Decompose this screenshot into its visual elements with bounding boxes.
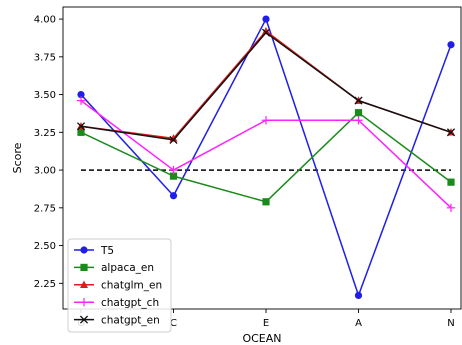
plot-area: 2.252.502.753.003.253.503.754.00OCEAN bbox=[34, 6, 462, 329]
y-tick-label: 3.25 bbox=[34, 128, 56, 139]
legend-label: alpaca_en bbox=[101, 262, 154, 274]
data-point-chatgpt-ch bbox=[354, 116, 363, 125]
x-tick-label: C bbox=[170, 318, 177, 329]
legend-item-alpaca-en: alpaca_en bbox=[74, 262, 154, 274]
data-point-t5 bbox=[354, 291, 363, 300]
y-tick-label: 3.00 bbox=[34, 166, 56, 177]
data-point-chatgpt-en bbox=[354, 96, 363, 105]
data-point-chatgpt-en bbox=[169, 135, 178, 144]
data-point-chatgpt-ch bbox=[169, 165, 178, 175]
legend-label: chatglm_en bbox=[101, 280, 162, 292]
legend-label: chatgpt_en bbox=[101, 314, 160, 326]
data-point-t5 bbox=[447, 41, 455, 49]
y-tick-label: 2.25 bbox=[34, 279, 56, 290]
data-point-alpaca-en bbox=[354, 109, 363, 117]
y-axis-label: Score bbox=[11, 142, 24, 173]
legend-item-chatgpt-en: chatgpt_en bbox=[74, 314, 160, 326]
y-tick-label: 4.00 bbox=[34, 15, 56, 26]
axes-frame bbox=[62, 6, 462, 310]
legend-marker bbox=[80, 263, 88, 271]
legend-label: chatgpt_ch bbox=[101, 297, 159, 309]
data-point-chatgpt-ch bbox=[261, 116, 271, 125]
legend-marker bbox=[80, 246, 88, 254]
y-tick-label: 3.75 bbox=[34, 52, 56, 63]
legend-item-chatgpt-ch: chatgpt_ch bbox=[74, 297, 159, 309]
x-axis-label: OCEAN bbox=[242, 332, 281, 345]
data-point-t5 bbox=[77, 90, 85, 99]
data-point-chatglm-en bbox=[262, 26, 270, 35]
series-line-alpaca-en bbox=[80, 111, 452, 203]
x-tick-label: N bbox=[447, 318, 454, 329]
legend-item-t5: T5 bbox=[74, 245, 114, 257]
legend-marker bbox=[80, 280, 88, 288]
legend-item-chatglm-en: chatglm_en bbox=[74, 280, 162, 292]
y-tick-label: 2.75 bbox=[34, 203, 56, 214]
x-tick-label: E bbox=[263, 318, 269, 329]
legend-marker bbox=[79, 298, 89, 307]
x-tick-label: A bbox=[355, 318, 362, 329]
legend-marker bbox=[79, 315, 89, 324]
data-point-alpaca-en bbox=[447, 178, 455, 186]
data-point-alpaca-en bbox=[169, 172, 178, 180]
legend-label: T5 bbox=[100, 245, 114, 257]
y-tick-label: 3.50 bbox=[34, 90, 56, 101]
legend: T5 alpaca_en chatglm_en chatgpt_ch chatgpt_e… bbox=[67, 238, 172, 333]
data-point-t5 bbox=[262, 15, 270, 23]
data-point-chatgpt-en bbox=[261, 28, 271, 37]
data-point-alpaca-en bbox=[262, 198, 270, 206]
data-point-chatgpt-ch bbox=[76, 96, 86, 105]
data-point-chatgpt-en bbox=[446, 128, 456, 137]
data-point-chatgpt-ch bbox=[446, 203, 456, 213]
data-point-chatgpt-en bbox=[76, 122, 86, 131]
legend-box bbox=[67, 238, 172, 333]
y-tick-label: 2.50 bbox=[34, 241, 56, 252]
data-point-t5 bbox=[169, 192, 178, 200]
data-point-alpaca-en bbox=[77, 128, 85, 136]
